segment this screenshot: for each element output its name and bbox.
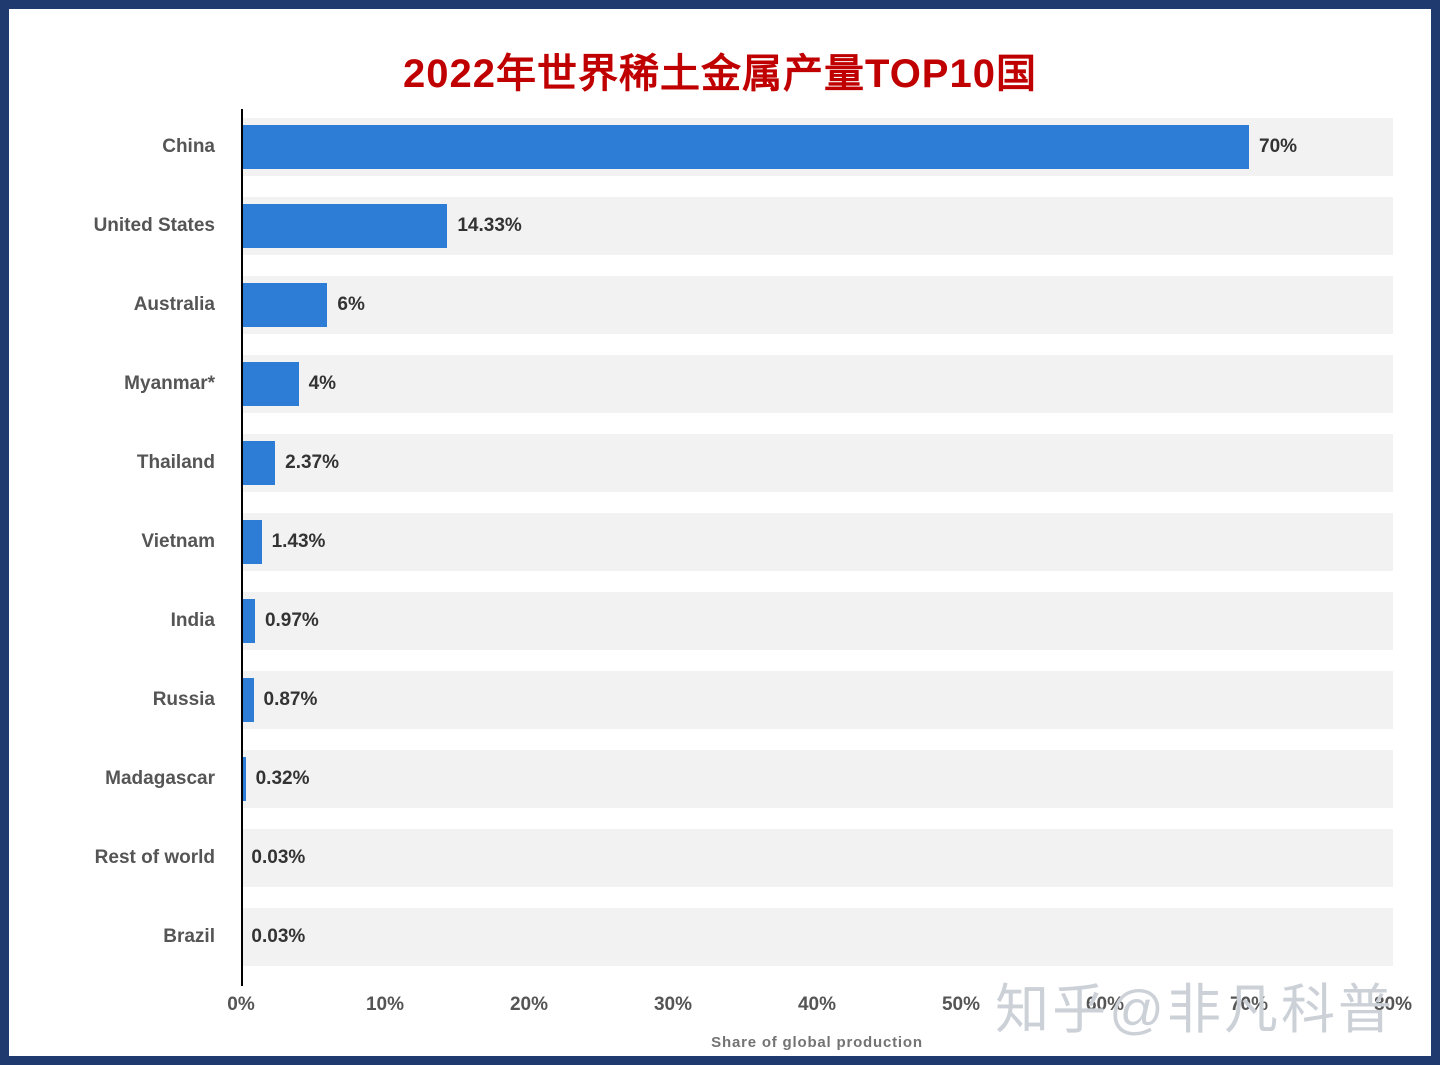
bar xyxy=(241,756,246,801)
x-tick-label: 80% xyxy=(1373,994,1413,1015)
row-stripe xyxy=(241,275,1393,334)
y-axis-line xyxy=(241,109,243,986)
bar-track: 0.97% xyxy=(241,581,1393,660)
value-label: 1.43% xyxy=(271,530,326,552)
x-tick-label: 40% xyxy=(797,994,837,1015)
value-label: 14.33% xyxy=(457,214,522,236)
x-axis: 0% 10% 20% 30% 40% 50% 60% 70% 80% xyxy=(227,990,1412,1034)
value-label: 2.37% xyxy=(285,451,339,473)
x-tick-label: 10% xyxy=(365,994,405,1015)
value-label: 0.87% xyxy=(263,688,318,710)
bar-track: 70% xyxy=(241,107,1393,186)
bar xyxy=(241,519,262,564)
bar xyxy=(241,124,1249,169)
category-label: Thailand xyxy=(136,451,215,473)
row-stripe xyxy=(241,433,1393,492)
x-tick-label: 70% xyxy=(1229,994,1269,1015)
chart-row: China 70% xyxy=(31,107,1393,186)
x-tick-label: 20% xyxy=(509,994,549,1015)
value-label: 4% xyxy=(308,372,337,394)
category-label: China xyxy=(162,135,215,157)
category-label: Russia xyxy=(152,688,215,710)
chart-title: 2022年世界稀土金属产量TOP10国 xyxy=(403,52,1037,96)
chart-row: United States 14.33% xyxy=(31,186,1393,265)
chart-row: Brazil 0.03% xyxy=(31,897,1393,976)
bar-chart: China 70% United States 14.33% Australia 6% My… xyxy=(31,107,1412,1051)
x-axis-label: Share of global production xyxy=(711,1034,923,1051)
bar-track: 14.33% xyxy=(241,186,1393,265)
row-stripe xyxy=(241,749,1393,808)
value-label: 70% xyxy=(1259,135,1298,157)
chart-row: Myanmar* 4% xyxy=(31,344,1393,423)
bar-track: 0.32% xyxy=(241,739,1393,818)
category-label: Madagascar xyxy=(105,767,215,789)
chart-row: Thailand 2.37% xyxy=(31,423,1393,502)
value-label: 6% xyxy=(337,293,365,315)
bar-track: 0.03% xyxy=(241,818,1393,897)
bar-track: 4% xyxy=(241,344,1393,423)
bar xyxy=(241,440,276,485)
x-tick-label: 50% xyxy=(941,994,981,1015)
row-stripe xyxy=(241,907,1393,966)
chart-row: India 0.97% xyxy=(31,581,1393,660)
category-label: Brazil xyxy=(163,925,215,947)
value-label: 0.03% xyxy=(251,925,306,947)
x-tick-label: 60% xyxy=(1085,994,1125,1015)
chart-row: Australia 6% xyxy=(31,265,1393,344)
x-tick-label: 30% xyxy=(653,994,693,1015)
bar-track: 2.37% xyxy=(241,423,1393,502)
value-label: 0.03% xyxy=(251,846,306,868)
bar-track: 6% xyxy=(241,265,1393,344)
bar-track: 0.87% xyxy=(241,660,1393,739)
chart-row: Russia 0.87% xyxy=(31,660,1393,739)
category-label: Vietnam xyxy=(141,530,215,552)
chart-rows: China 70% United States 14.33% Australia 6% My… xyxy=(31,107,1393,986)
chart-row: Madagascar 0.32% xyxy=(31,739,1393,818)
row-stripe xyxy=(241,354,1393,413)
category-label: Myanmar* xyxy=(124,372,215,394)
bar xyxy=(241,677,254,722)
bar-track: 1.43% xyxy=(241,502,1393,581)
bar xyxy=(241,598,255,643)
bar xyxy=(241,203,448,248)
category-label: United States xyxy=(93,214,215,236)
category-label: India xyxy=(170,609,215,631)
watermark: 知乎@非凡科普 xyxy=(995,980,1395,1040)
bar xyxy=(241,361,299,406)
x-tick-label: 0% xyxy=(227,994,255,1015)
row-stripe xyxy=(241,670,1393,729)
chart-row: Vietnam 1.43% xyxy=(31,502,1393,581)
value-label: 0.97% xyxy=(264,609,319,631)
bar-track: 0.03% xyxy=(241,897,1393,976)
category-label: Australia xyxy=(133,293,215,315)
row-stripe xyxy=(241,591,1393,650)
chart-row: Rest of world 0.03% xyxy=(31,818,1393,897)
value-label: 0.32% xyxy=(255,767,310,789)
bar xyxy=(241,282,328,327)
row-stripe xyxy=(241,828,1393,887)
row-stripe xyxy=(241,512,1393,571)
category-label: Rest of world xyxy=(94,846,215,868)
